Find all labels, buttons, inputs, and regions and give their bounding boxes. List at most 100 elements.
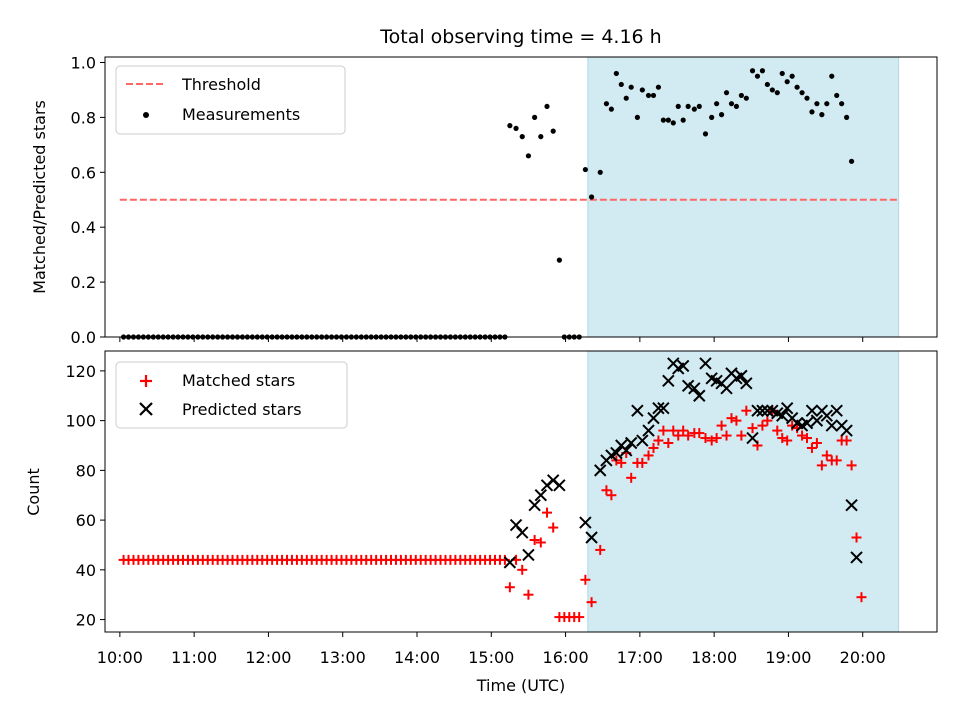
matched-stars-marker <box>821 450 832 461</box>
matched-stars-marker <box>535 537 546 548</box>
measurements-point <box>769 87 775 93</box>
predicted-stars-marker <box>647 411 660 425</box>
measurements-point <box>618 81 624 88</box>
measurements-point <box>550 128 556 134</box>
measurements-point <box>834 92 840 99</box>
top-y-tick-label: 0.0 <box>71 328 96 347</box>
measurements-point <box>532 114 538 120</box>
top-panel: 0.0 0.2 0.4 0.6 0.8 1.0 Matched/Predicted sta… <box>30 53 938 347</box>
predicted-stars-marker <box>503 556 517 569</box>
measurements-point <box>728 101 735 107</box>
matched-stars-marker <box>542 507 552 518</box>
x-tick-label: 10:00 <box>97 648 143 667</box>
measurements-point <box>774 90 780 96</box>
measurements-point <box>819 112 825 118</box>
predicted-stars-marker <box>662 374 675 388</box>
measurements-point <box>794 84 800 90</box>
measurements-point <box>665 117 671 123</box>
measurements-point <box>749 68 756 74</box>
predicted-stars-marker <box>840 424 853 437</box>
predicted-stars-marker <box>746 431 759 445</box>
matched-stars-marker <box>851 532 862 543</box>
measurements-point <box>789 73 795 79</box>
matched-stars-marker <box>841 435 852 446</box>
matched-stars-marker <box>606 490 617 501</box>
measurements-point <box>639 87 645 93</box>
predicted-stars-marker <box>631 404 644 417</box>
measurements-point <box>839 101 845 107</box>
matched-stars-marker <box>782 435 793 446</box>
measurements-point <box>675 103 681 110</box>
predicted-stars-marker <box>761 404 774 417</box>
matched-stars-marker <box>806 442 817 453</box>
predicted-stars-marker <box>735 369 748 383</box>
measurements-point <box>754 73 761 79</box>
legend-threshold-label: Threshold <box>181 75 261 94</box>
top-plot-frame <box>104 56 938 338</box>
bottom-legend: Matched stars Predicted stars <box>115 361 348 429</box>
matched-stars-marker <box>517 564 528 575</box>
matched-stars-marker <box>668 425 679 436</box>
matched-stars-marker <box>711 433 722 444</box>
matched-stars-marker <box>856 592 867 603</box>
x-tick-label: 20:00 <box>840 648 886 667</box>
matched-stars-marker <box>637 457 648 468</box>
measurements-point <box>634 114 640 120</box>
matched-stars-marker <box>694 428 705 439</box>
matched-stars-marker <box>721 430 732 441</box>
x-tick-label: 13:00 <box>320 648 366 667</box>
top-y-tick-label: 0.2 <box>71 273 96 292</box>
matched-stars-marker <box>741 405 752 416</box>
matched-stars-marker <box>811 438 822 449</box>
bottom-plot-frame <box>104 350 938 633</box>
predicted-stars-marker <box>810 414 824 427</box>
measurements-point <box>824 101 830 107</box>
measurements-point <box>829 73 835 79</box>
chart-title: Total observing time = 4.16 h <box>379 26 661 48</box>
matched-stars-marker <box>653 435 664 446</box>
matched-stars-marker <box>846 460 857 471</box>
predicted-stars-marker <box>553 479 566 492</box>
measurements-point <box>733 103 740 110</box>
measurements-point <box>597 169 603 175</box>
x-tick-label: 14:00 <box>394 648 440 667</box>
top-y-tick-label: 0.6 <box>71 163 96 182</box>
top-legend-box <box>115 65 346 135</box>
measurements-point <box>623 95 629 101</box>
measurements-point <box>544 103 550 110</box>
x-tick-label: 16:00 <box>543 648 589 667</box>
measurements-point <box>784 79 790 85</box>
measurements-point <box>680 117 686 123</box>
matched-stars-marker <box>586 597 597 608</box>
matched-stars-marker <box>673 430 684 441</box>
bottom-y-tick-label: 40 <box>76 561 96 580</box>
measurements-point <box>814 101 820 107</box>
measurements-point <box>519 134 525 140</box>
predicted-stars-marker <box>805 404 819 417</box>
matched-stars-marker <box>658 425 669 436</box>
x-axis-label: Time (UTC) <box>476 676 565 695</box>
predicted-stars-marker <box>579 516 592 529</box>
matched-stars-marker <box>523 589 534 600</box>
predicted-stars-marker <box>688 382 701 395</box>
predicted-stars-marker <box>751 404 764 417</box>
top-legend: Threshold Measurements <box>115 65 346 135</box>
matched-stars-marker <box>762 415 773 426</box>
measurements-point <box>691 106 697 112</box>
measurements-point <box>779 70 785 77</box>
measurements-point <box>804 95 810 101</box>
bottom-y-axis-label: Count <box>24 468 43 516</box>
legend-measurements-label: Measurements <box>182 105 300 124</box>
x-tick-label: 19:00 <box>765 648 811 667</box>
measurements-point <box>582 166 588 173</box>
matched-stars-marker <box>626 472 637 483</box>
legend-predicted-label: Predicted stars <box>182 400 302 419</box>
measurements-point <box>645 92 652 99</box>
measurements-point <box>848 158 855 164</box>
measurements-point <box>660 117 666 123</box>
bottom-y-tick-label: 80 <box>76 461 96 480</box>
matched-stars-marker <box>731 415 742 426</box>
legend-measurements-swatch <box>143 112 149 118</box>
measurements-point <box>738 92 744 99</box>
